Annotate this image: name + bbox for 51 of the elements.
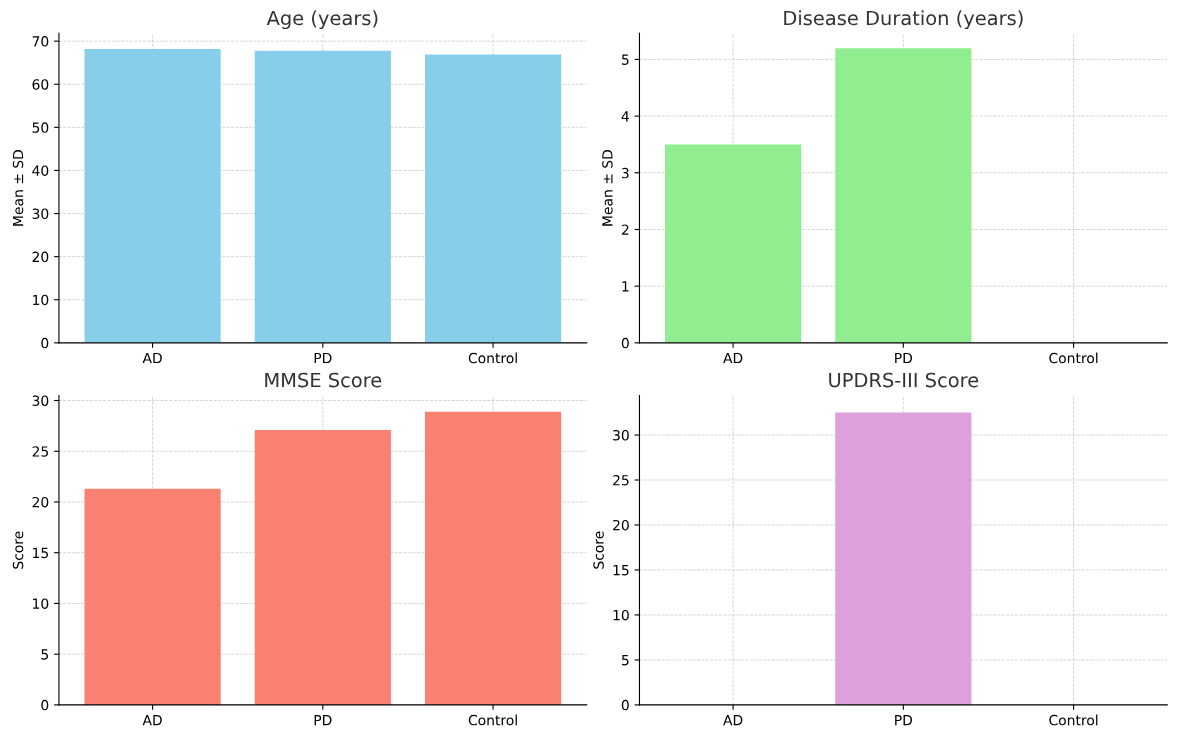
y-tick-label: 30 bbox=[613, 430, 629, 441]
y-tick-label: 30 bbox=[32, 208, 49, 220]
chart-title: Disease Duration (years) bbox=[784, 10, 1023, 30]
x-tick-label: PD bbox=[895, 352, 913, 364]
bar bbox=[424, 411, 562, 705]
x-tick-label: PD bbox=[314, 352, 332, 364]
bar bbox=[84, 488, 221, 705]
chart-title: UPDRS-III Score bbox=[829, 372, 979, 388]
y-axis-title: Mean ± SD bbox=[602, 150, 613, 226]
y-tick-label: 5 bbox=[621, 54, 629, 65]
y-tick-label: 50 bbox=[32, 122, 49, 133]
y-axis-title: Score bbox=[12, 531, 24, 569]
y-tick-label: 4 bbox=[621, 111, 629, 122]
y-tick-label: 10 bbox=[33, 294, 49, 306]
y-tick-label: 0 bbox=[621, 699, 629, 711]
y-tick-label: 40 bbox=[32, 165, 49, 176]
x-tick-label: AD bbox=[723, 352, 743, 364]
y-tick-label: 15 bbox=[613, 565, 629, 576]
y-tick-label: 10 bbox=[613, 609, 629, 621]
y-tick-label: 5 bbox=[41, 649, 49, 660]
x-tick-label: Control bbox=[1049, 714, 1098, 726]
x-tick-label: Control bbox=[468, 714, 517, 726]
y-tick-label: 15 bbox=[33, 547, 49, 559]
x-tick-label: Control bbox=[1049, 352, 1098, 364]
y-tick-label: 30 bbox=[32, 395, 49, 406]
y-tick-label: 10 bbox=[33, 598, 49, 609]
y-axis-title: Mean ± SD bbox=[12, 150, 24, 226]
y-tick-label: 1 bbox=[622, 281, 629, 292]
x-tick-label: PD bbox=[314, 715, 332, 726]
y-tick-label: 2 bbox=[621, 224, 629, 235]
y-tick-label: 0 bbox=[621, 337, 629, 349]
y-tick-label: 20 bbox=[32, 251, 49, 263]
bar bbox=[254, 429, 391, 705]
y-tick-label: 5 bbox=[621, 655, 629, 666]
x-tick-label: Control bbox=[468, 352, 517, 364]
y-tick-label: 25 bbox=[32, 446, 49, 457]
y-tick-label: 70 bbox=[32, 36, 49, 47]
x-tick-label: AD bbox=[142, 352, 162, 364]
y-tick-label: 0 bbox=[41, 337, 49, 349]
y-axis-title: Score bbox=[593, 531, 604, 569]
chart-title: Age (years) bbox=[266, 10, 378, 30]
y-tick-label: 20 bbox=[32, 496, 49, 508]
x-tick-label: PD bbox=[895, 715, 913, 726]
y-tick-label: 25 bbox=[613, 474, 629, 486]
y-tick-label: 20 bbox=[613, 519, 629, 531]
y-tick-label: 0 bbox=[41, 699, 49, 711]
x-tick-label: AD bbox=[142, 715, 162, 726]
y-tick-label: 60 bbox=[32, 79, 49, 90]
y-tick-label: 3 bbox=[621, 167, 629, 179]
chart-title: MMSE Score bbox=[265, 372, 382, 388]
x-tick-label: AD bbox=[723, 715, 743, 726]
